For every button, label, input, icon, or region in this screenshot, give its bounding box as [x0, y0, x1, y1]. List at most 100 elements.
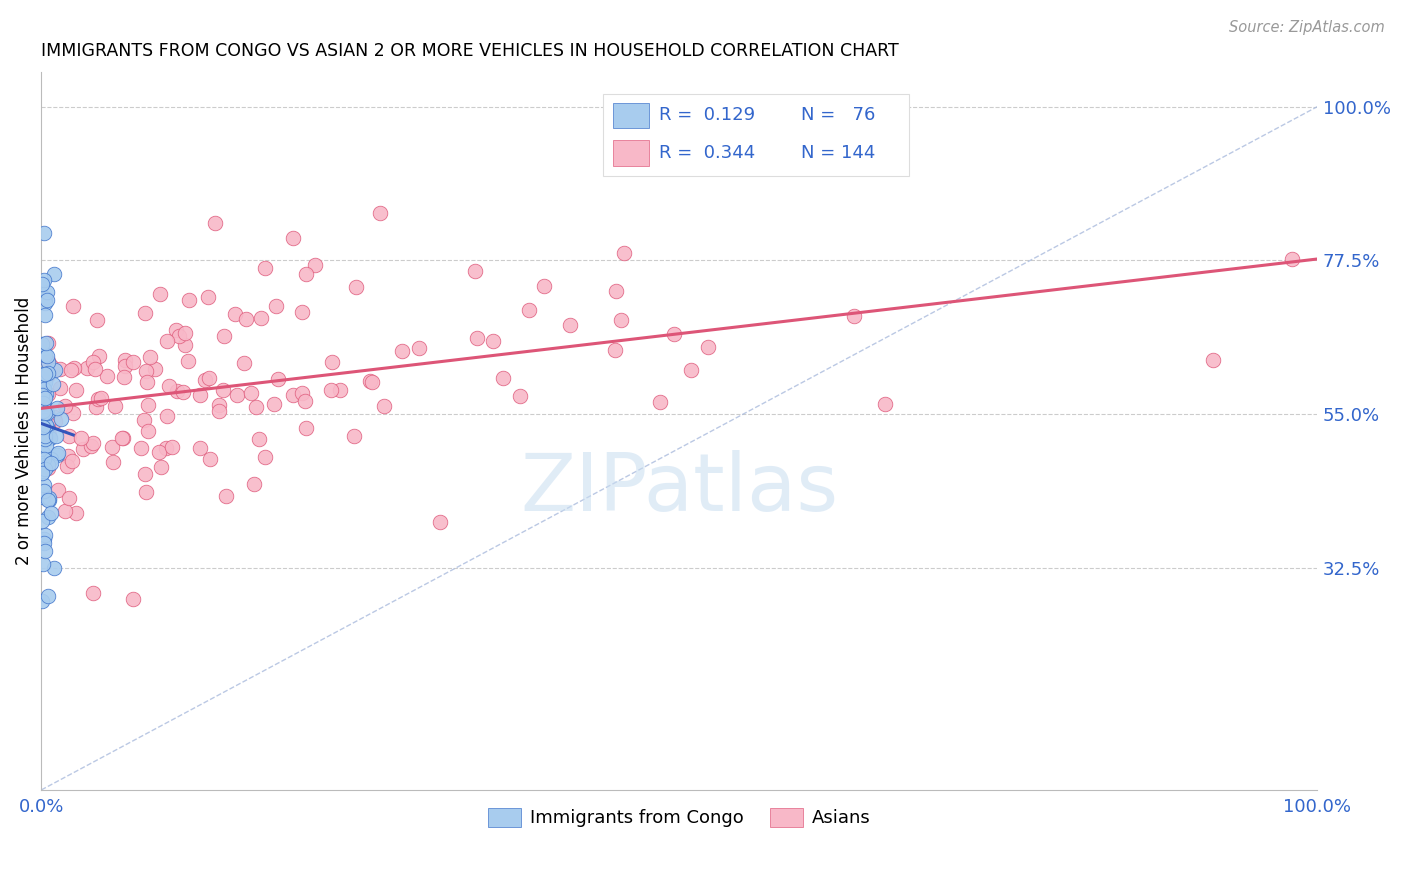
Point	[32, 532, 55, 546]
Point	[31, 467, 53, 481]
Point	[319, 384, 342, 398]
Point	[60, 363, 83, 377]
Point	[65, 506, 87, 520]
Point	[101, 440, 124, 454]
Point	[253, 260, 276, 275]
Point	[37, 368, 59, 382]
Point	[134, 412, 156, 426]
Point	[139, 350, 162, 364]
Point	[80, 440, 103, 454]
Point	[482, 334, 505, 349]
Point	[90, 391, 112, 405]
Point	[37, 460, 59, 475]
Point	[212, 384, 235, 398]
Point	[87, 392, 110, 406]
Point	[696, 340, 718, 354]
Point	[247, 432, 270, 446]
Point	[329, 383, 352, 397]
Point	[679, 363, 702, 377]
Point	[150, 460, 173, 475]
Point	[129, 441, 152, 455]
Point	[304, 258, 326, 272]
Point	[122, 355, 145, 369]
Point	[197, 371, 219, 385]
Text: N = 144: N = 144	[800, 144, 875, 161]
Point	[160, 441, 183, 455]
Point	[56, 449, 79, 463]
Point	[245, 400, 267, 414]
Point	[32, 458, 55, 472]
Text: N =   76: N = 76	[800, 106, 875, 125]
Point	[165, 322, 187, 336]
Point	[250, 310, 273, 325]
Point	[155, 441, 177, 455]
Point	[373, 399, 395, 413]
Point	[281, 231, 304, 245]
Point	[58, 491, 80, 506]
Point	[188, 441, 211, 455]
Point	[82, 586, 104, 600]
Point	[31, 367, 53, 381]
Point	[62, 300, 84, 314]
Point	[56, 459, 79, 474]
Point	[491, 371, 513, 385]
Point	[46, 401, 69, 415]
Point	[82, 355, 104, 369]
Point	[212, 329, 235, 343]
Point	[32, 557, 55, 571]
Point	[38, 428, 60, 442]
Point	[122, 591, 145, 606]
Point	[34, 387, 56, 401]
Point	[174, 337, 197, 351]
Point	[39, 506, 62, 520]
Point	[204, 216, 226, 230]
Point	[114, 353, 136, 368]
Point	[44, 414, 66, 428]
Point	[605, 284, 627, 298]
Point	[34, 346, 56, 360]
Point	[37, 417, 59, 432]
Text: IMMIGRANTS FROM CONGO VS ASIAN 2 OR MORE VEHICLES IN HOUSEHOLD CORRELATION CHART: IMMIGRANTS FROM CONGO VS ASIAN 2 OR MORE…	[41, 42, 898, 60]
Point	[207, 403, 229, 417]
Point	[84, 361, 107, 376]
Point	[49, 412, 72, 426]
Point	[156, 409, 179, 423]
Point	[603, 343, 626, 358]
Point	[34, 392, 56, 406]
Point	[31, 336, 53, 351]
Point	[32, 413, 55, 427]
Point	[391, 344, 413, 359]
Point	[321, 355, 343, 369]
Point	[34, 272, 56, 286]
Point	[233, 356, 256, 370]
Point	[31, 490, 53, 504]
Point	[32, 535, 55, 549]
Point	[295, 421, 318, 435]
Point	[37, 492, 59, 507]
Point	[509, 389, 531, 403]
Point	[35, 293, 58, 307]
Point	[610, 313, 633, 327]
Point	[134, 306, 156, 320]
Point	[37, 366, 59, 380]
Point	[76, 360, 98, 375]
Point	[254, 450, 277, 465]
Point	[63, 361, 86, 376]
Point	[267, 372, 290, 386]
Point	[264, 299, 287, 313]
Point	[34, 543, 56, 558]
Point	[32, 445, 55, 459]
Point	[177, 293, 200, 308]
Point	[34, 382, 56, 396]
Point	[294, 394, 316, 409]
Point	[197, 289, 219, 303]
Point	[84, 400, 107, 414]
Point	[96, 368, 118, 383]
Point	[135, 363, 157, 377]
Point	[53, 504, 76, 518]
FancyBboxPatch shape	[603, 94, 910, 177]
Point	[32, 419, 55, 434]
Point	[135, 485, 157, 500]
Point	[34, 528, 56, 542]
Point	[32, 478, 55, 492]
